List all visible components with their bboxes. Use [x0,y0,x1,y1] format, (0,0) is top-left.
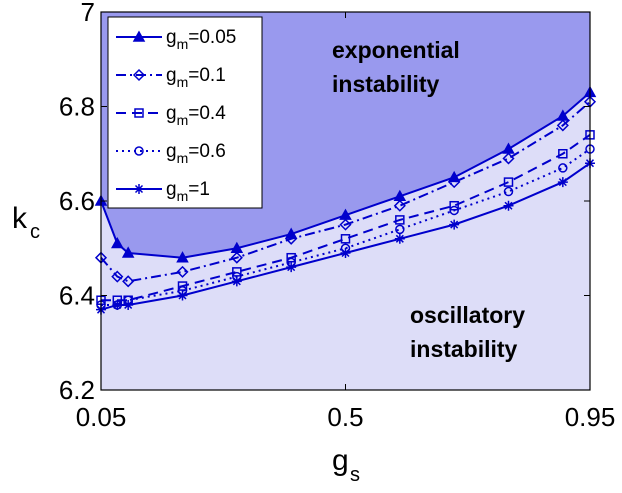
data-point-3-7 [395,224,405,235]
y-tick-label-1: 6.4 [59,281,95,311]
y-axis-label-sub: c [30,221,40,243]
exponential-instability-label: instability [332,71,440,97]
data-point-4-8 [449,219,460,230]
y-tick-label-0: 6.2 [59,375,95,405]
legend-label-0: gm=0.05 [166,27,236,52]
data-point-4-6 [340,247,351,258]
legend-marker-2 [134,108,144,118]
legend-marker-1 [132,68,146,82]
data-point-4-3 [177,290,188,301]
legend-label-value-3: =0.6 [188,141,226,162]
legend-label-value-1: =0.1 [188,65,226,86]
data-point-4-9 [503,200,514,211]
data-point-4-7 [394,233,405,244]
data-point-3-10 [558,163,568,173]
legend-label-sub-3: m [177,150,189,166]
oscillatory-label: oscillatory [410,302,525,328]
series-line-3 [101,148,591,306]
data-point-4-2 [123,299,134,310]
legend-marker-4 [134,184,144,194]
legend-entry-1: gm=0.1 [116,65,226,90]
y-axis-label-main: k [12,202,28,235]
legend-label-4: gm=1 [166,179,210,204]
data-point-1-10 [556,119,569,132]
data-point-2-5 [286,252,296,263]
data-point-0-3 [176,251,189,263]
data-point-1-1 [111,270,124,283]
legend-entry-0: gm=0.05 [116,27,236,52]
legend-label-2: gm=0.4 [166,103,226,128]
legend-label-main-0: g [166,27,177,48]
legend-label-sub-1: m [177,74,189,90]
x-axis-label-main: g [332,444,349,477]
data-point-1-8 [448,176,461,189]
y-tick-label-2: 6.6 [59,186,95,216]
legend-label-main-1: g [166,65,177,86]
data-point-1-6 [339,218,352,231]
ticks-layer: 0.05 0.5 0.95 6.2 6.4 6.6 6.8 7 [59,0,615,432]
legend-marker-0 [132,30,146,42]
data-point-2-7 [395,215,405,225]
legend-label-value-4: =1 [188,179,210,200]
x-tick-label-2: 0.95 [565,402,616,432]
legend-label-sub-0: m [177,36,189,52]
legend-entry-3: gm=0.6 [116,141,226,166]
legend-label-value-2: =0.4 [188,103,226,124]
legend-label-main-3: g [166,141,177,162]
legend-label-value-0: =0.05 [188,27,236,48]
data-point-4-10 [557,177,568,188]
x-axis-label: g s [332,444,360,486]
legend-label-3: gm=0.6 [166,141,226,166]
data-point-2-9 [503,177,514,187]
y-tick-label-3: 6.8 [59,92,95,122]
legend-marker-3 [134,146,144,156]
y-axis-label: k c [12,202,40,243]
legend-label-main-4: g [166,179,177,200]
legend-entry-2: gm=0.4 [116,103,226,128]
x-tick-label-1: 0.5 [327,402,363,432]
exponential-label: exponential [332,37,460,63]
data-point-4-5 [286,262,297,273]
legend-label-main-2: g [166,103,177,124]
oscillatory-instability-label: instability [410,336,518,362]
series-line-1 [100,101,591,283]
data-point-2-3 [177,281,188,291]
data-point-1-5 [285,232,298,245]
data-point-2-6 [340,234,351,244]
data-point-3-8 [449,205,459,216]
data-point-2-10 [558,149,568,159]
legend-label-sub-4: m [177,188,189,204]
legend-label-sub-2: m [177,112,189,128]
legend-label-1: gm=0.1 [166,65,226,90]
legend-entry-4: gm=1 [116,179,210,204]
data-point-0-1 [111,236,124,249]
series-1 [94,95,597,288]
x-axis-label-sub: s [350,464,360,486]
data-point-3-9 [503,186,514,197]
data-point-0-2 [121,246,135,258]
data-point-4-4 [231,276,242,287]
y-tick-label-4: 7 [81,0,95,27]
data-point-1-9 [502,152,515,165]
x-tick-label-0: 0.05 [76,402,127,432]
data-point-1-4 [230,251,243,264]
data-point-1-2 [122,275,135,288]
data-point-4-1 [112,299,123,310]
series-line-2 [101,134,591,302]
data-point-1-3 [176,265,189,278]
data-point-1-7 [393,199,406,212]
oscillatory-instability-region [101,92,590,390]
